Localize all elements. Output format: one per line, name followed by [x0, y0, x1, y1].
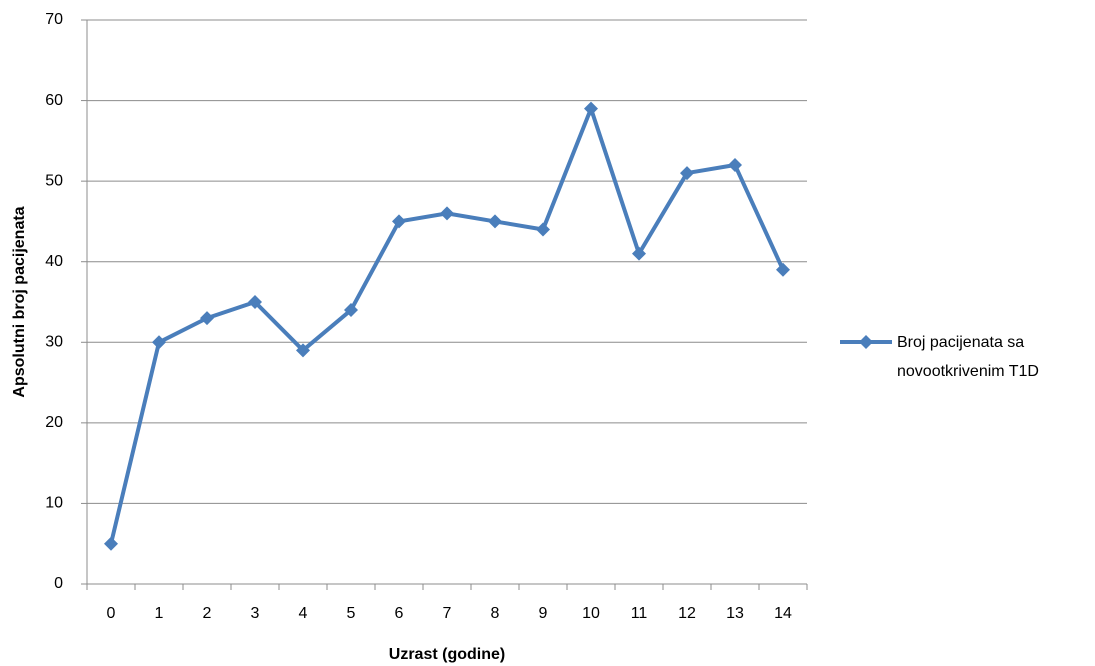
x-tick-label: 14: [774, 605, 792, 622]
point-marker: [632, 246, 646, 261]
point-marker: [440, 206, 454, 221]
point-marker: [728, 158, 742, 173]
x-tick-label: 8: [491, 605, 500, 622]
x-tick-label: 1: [155, 605, 164, 622]
point-marker: [488, 214, 502, 229]
point-marker: [200, 311, 214, 326]
x-tick-label: 13: [726, 605, 744, 622]
y-tick-label: 0: [54, 575, 63, 592]
y-tick-label: 50: [45, 172, 63, 189]
point-marker: [296, 343, 310, 358]
y-axis-label: Apsolutni broj pacijenata: [11, 206, 28, 397]
x-tick-label: 3: [251, 605, 260, 622]
point-marker: [584, 101, 598, 116]
point-marker: [776, 262, 790, 277]
x-tick-label: 11: [631, 605, 648, 622]
x-tick-label: 10: [582, 605, 600, 622]
x-tick-label: 4: [299, 605, 308, 622]
y-tick-label: 10: [45, 495, 63, 512]
x-tick-label: 7: [443, 605, 452, 622]
x-tick-label: 6: [395, 605, 404, 622]
x-tick-label: 9: [539, 605, 548, 622]
y-tick-label: 40: [45, 253, 63, 270]
point-marker: [680, 166, 694, 181]
point-marker: [104, 536, 118, 551]
x-tick-label: 12: [678, 605, 696, 622]
point-marker: [536, 222, 550, 237]
y-tick-label: 60: [45, 92, 63, 109]
legend-label: Broj pacijenata sa novootkrivenim T1D: [897, 334, 1039, 380]
legend-marker: [859, 335, 873, 349]
y-tick-label: 70: [45, 11, 63, 28]
y-tick-label: 20: [45, 414, 63, 431]
point-marker: [344, 303, 358, 318]
x-axis-label: Uzrast (godine): [389, 646, 505, 663]
point-marker: [392, 214, 406, 229]
point-marker: [248, 295, 262, 309]
y-tick-label: 30: [45, 334, 63, 351]
x-tick-label: 0: [107, 605, 116, 622]
point-marker: [152, 335, 166, 350]
x-tick-label: 5: [347, 605, 356, 622]
x-tick-label: 2: [203, 605, 212, 622]
